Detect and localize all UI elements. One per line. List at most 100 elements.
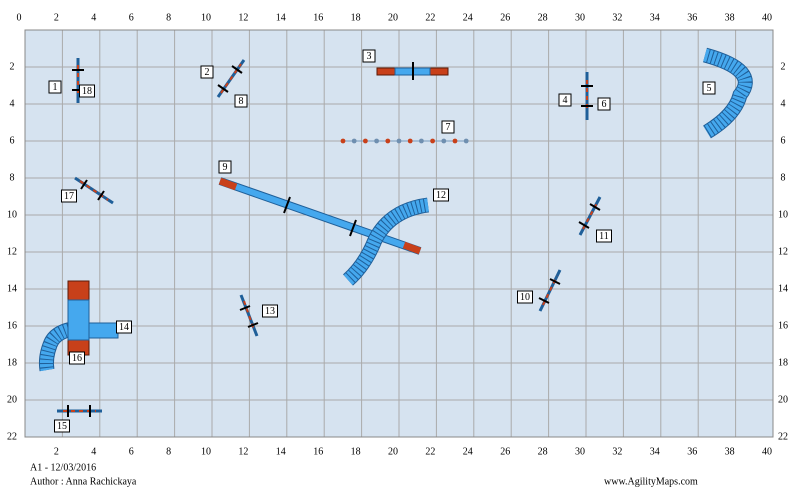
x-label-bottom: 14 — [276, 446, 286, 457]
label-box — [433, 188, 449, 202]
x-label-bottom: 10 — [201, 446, 211, 457]
x-label-top: 40 — [762, 12, 772, 23]
label-box — [200, 65, 214, 79]
obstacle-label: 14 — [116, 320, 132, 334]
weave-pole — [452, 138, 458, 144]
y-label-right: 20 — [778, 394, 788, 405]
x-label-top: 30 — [575, 12, 585, 23]
label-box — [362, 49, 376, 63]
author: Author : Anna Rachickaya — [30, 476, 137, 487]
x-label-bottom: 38 — [725, 446, 735, 457]
label-text: 15 — [57, 421, 67, 432]
x-label-bottom: 28 — [538, 446, 548, 457]
wing — [80, 179, 88, 190]
x-label-bottom: 20 — [388, 446, 398, 457]
tunnel-fill — [343, 198, 430, 285]
x-label-bottom: 6 — [129, 446, 134, 457]
obstacle-label: 7 — [441, 120, 455, 134]
y-label-left: 14 — [7, 283, 17, 294]
label-box — [517, 290, 533, 304]
a-frame-middle — [67, 299, 90, 341]
weave-pole — [441, 138, 447, 144]
x-label-top: 26 — [500, 12, 510, 23]
label-text: 9 — [223, 162, 228, 173]
obstacle-label: 6 — [597, 97, 611, 111]
weave-pole — [351, 138, 357, 144]
jump-bar — [79, 180, 109, 201]
x-label-top: 16 — [313, 12, 323, 23]
x-label-top: 36 — [687, 12, 697, 23]
x-label-bottom: 4 — [91, 446, 96, 457]
label-text: 17 — [64, 191, 74, 202]
weave-pole — [396, 138, 402, 144]
x-label-top: 38 — [725, 12, 735, 23]
x-label-top: 18 — [351, 12, 361, 23]
tunnel-fill — [703, 48, 752, 138]
x-label-bottom: 26 — [500, 446, 510, 457]
grid: 0 2 4 6 8 10 12 14 16 18 20 22 24 26 28 30 32 34 36 38 402 4 6… — [7, 12, 788, 457]
x-label-top: 2 — [54, 12, 59, 23]
wing — [239, 305, 251, 311]
x-label-bottom: 40 — [762, 446, 772, 457]
x-label-bottom: 16 — [313, 446, 323, 457]
label-text: 10 — [520, 292, 530, 303]
x-label-top: 20 — [388, 12, 398, 23]
support — [349, 219, 357, 237]
label-text: 12 — [436, 190, 446, 201]
obstacle-label: 2 — [200, 65, 214, 79]
label-box — [262, 304, 278, 318]
label-box — [218, 160, 232, 174]
y-label-left: 20 — [7, 394, 17, 405]
weave-pole — [340, 138, 346, 144]
label-text: 1 — [53, 82, 58, 93]
y-label-left: 12 — [7, 246, 17, 257]
y-label-right: 16 — [778, 320, 788, 331]
course-name: A1 - 12/03/2016 — [30, 462, 96, 473]
y-label-left: 16 — [7, 320, 17, 331]
obstacle-label: 8 — [234, 94, 248, 108]
x-label-bottom: 2 — [54, 446, 59, 457]
y-label-left: 6 — [10, 135, 15, 146]
wing — [589, 203, 601, 211]
y-label-left: 8 — [10, 172, 15, 183]
label-box — [69, 351, 85, 365]
obstacle-label: 15 — [54, 419, 70, 433]
weave-pole — [419, 138, 424, 144]
y-label-left: 4 — [10, 98, 15, 109]
obstacle-label: 16 — [69, 351, 85, 365]
x-label-bottom: 22 — [425, 446, 435, 457]
y-label-right: 10 — [778, 209, 788, 220]
x-label-bottom: 24 — [463, 446, 473, 457]
label-box — [48, 80, 62, 94]
site: www.AgilityMaps.com — [604, 476, 698, 487]
y-label-right: 22 — [778, 431, 788, 442]
label-text: 13 — [265, 306, 275, 317]
x-label-top: 28 — [538, 12, 548, 23]
y-label-right: 12 — [778, 246, 788, 257]
obstacle-label: 11 — [596, 229, 612, 243]
obstacle-label: 9 — [218, 160, 232, 174]
x-label-top: 6 — [129, 12, 134, 23]
wing — [231, 65, 243, 74]
label-text: 7 — [446, 122, 451, 133]
obstacle-label: 4 — [558, 93, 572, 107]
label-box — [234, 94, 248, 108]
contact — [402, 241, 422, 255]
x-label-top: 14 — [276, 12, 286, 23]
label-text: 4 — [563, 95, 568, 106]
x-label-bottom: 32 — [612, 446, 622, 457]
label-box — [597, 97, 611, 111]
obstacle-label: 12 — [433, 188, 449, 202]
x-label-top: 8 — [166, 12, 171, 23]
label-text: 16 — [72, 353, 82, 364]
label-text: 8 — [239, 96, 244, 107]
wing — [578, 221, 590, 229]
label-box — [79, 84, 95, 98]
label-text: 11 — [599, 231, 609, 242]
wing — [247, 322, 259, 328]
dogwalk-fill — [219, 178, 421, 254]
y-label-left: 22 — [7, 431, 17, 442]
wing — [97, 190, 105, 201]
x-label-bottom: 34 — [650, 446, 660, 457]
